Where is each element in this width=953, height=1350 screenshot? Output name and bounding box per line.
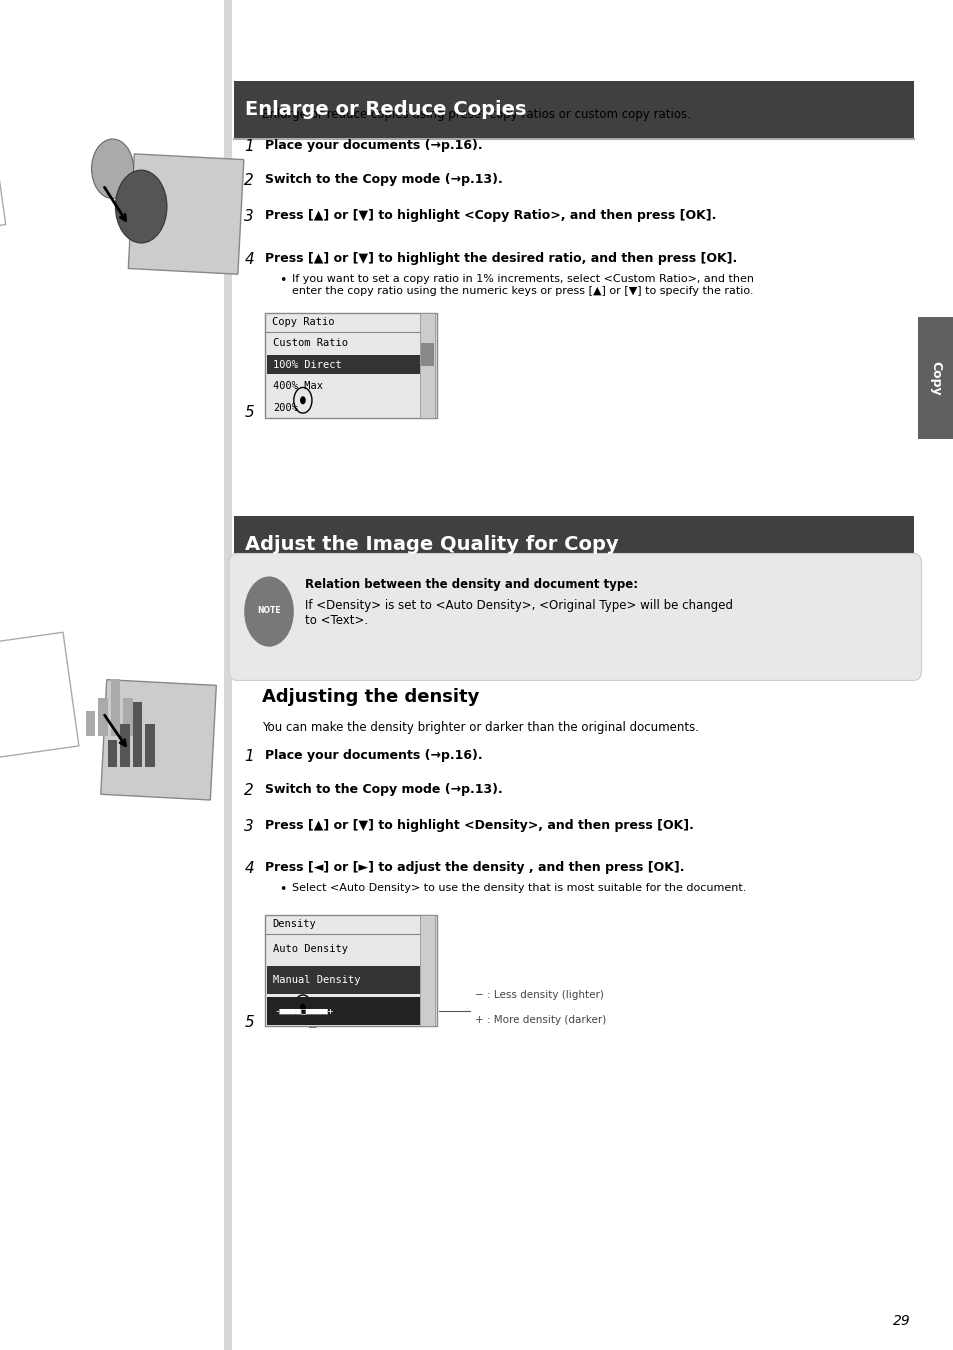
Text: Copy: Copy bbox=[928, 360, 942, 396]
Text: Place your documents (→p.16).: Place your documents (→p.16). bbox=[265, 139, 482, 153]
Text: •: • bbox=[279, 883, 287, 896]
Text: 3: 3 bbox=[244, 209, 253, 224]
FancyBboxPatch shape bbox=[267, 996, 419, 1025]
FancyBboxPatch shape bbox=[265, 915, 436, 1026]
Text: ] (Start).: ] (Start). bbox=[312, 1015, 374, 1029]
FancyBboxPatch shape bbox=[120, 724, 130, 767]
FancyBboxPatch shape bbox=[145, 724, 154, 767]
Text: Switch to the Copy mode (→p.13).: Switch to the Copy mode (→p.13). bbox=[265, 783, 502, 796]
FancyBboxPatch shape bbox=[233, 81, 913, 138]
Text: Auto Density: Auto Density bbox=[273, 945, 348, 954]
Text: NOTE: NOTE bbox=[257, 606, 280, 614]
FancyBboxPatch shape bbox=[98, 698, 108, 736]
FancyBboxPatch shape bbox=[128, 154, 244, 274]
Text: Copy Ratio: Copy Ratio bbox=[272, 317, 335, 327]
Text: Relation between the density and document type:: Relation between the density and documen… bbox=[305, 578, 638, 591]
FancyBboxPatch shape bbox=[0, 632, 79, 761]
Text: 3: 3 bbox=[244, 819, 253, 834]
FancyBboxPatch shape bbox=[108, 740, 117, 767]
Text: − : Less density (lighter): − : Less density (lighter) bbox=[475, 990, 603, 999]
FancyBboxPatch shape bbox=[419, 313, 435, 418]
Text: 5: 5 bbox=[244, 405, 253, 420]
Text: Press [▲] or [▼] to highlight <Copy Ratio>, and then press [OK].: Press [▲] or [▼] to highlight <Copy Rati… bbox=[265, 209, 716, 223]
Text: 2: 2 bbox=[244, 783, 253, 798]
Text: Enlarge or reduce copies using preset copy ratios or custom copy ratios.: Enlarge or reduce copies using preset co… bbox=[262, 108, 691, 122]
FancyBboxPatch shape bbox=[101, 679, 216, 801]
Text: Adjusting the density: Adjusting the density bbox=[262, 688, 479, 706]
Text: Press [: Press [ bbox=[265, 405, 314, 418]
FancyBboxPatch shape bbox=[419, 915, 435, 1026]
Text: Select <Auto Density> to use the density that is most suitable for the document.: Select <Auto Density> to use the density… bbox=[292, 883, 745, 892]
FancyBboxPatch shape bbox=[267, 967, 419, 994]
Text: 100% Direct: 100% Direct bbox=[273, 359, 341, 370]
Circle shape bbox=[244, 576, 294, 647]
FancyArrowPatch shape bbox=[255, 630, 262, 639]
Text: Enlarge or Reduce Copies: Enlarge or Reduce Copies bbox=[245, 100, 526, 119]
FancyBboxPatch shape bbox=[233, 516, 913, 572]
Text: 1: 1 bbox=[244, 749, 253, 764]
Text: Density: Density bbox=[272, 919, 315, 929]
FancyBboxPatch shape bbox=[123, 698, 132, 736]
FancyBboxPatch shape bbox=[917, 317, 953, 439]
Text: 400% Max: 400% Max bbox=[273, 381, 322, 392]
FancyBboxPatch shape bbox=[86, 711, 95, 736]
Text: •: • bbox=[279, 274, 287, 288]
Text: 4: 4 bbox=[244, 861, 253, 876]
Text: 1: 1 bbox=[244, 139, 253, 154]
Text: 29: 29 bbox=[892, 1315, 910, 1328]
Text: -■■■■□■■■■+: -■■■■□■■■■+ bbox=[274, 1006, 334, 1015]
FancyBboxPatch shape bbox=[132, 702, 142, 767]
Text: Switch to the Copy mode (→p.13).: Switch to the Copy mode (→p.13). bbox=[265, 173, 502, 186]
Text: 5: 5 bbox=[244, 1015, 253, 1030]
Text: Place your documents (→p.16).: Place your documents (→p.16). bbox=[265, 749, 482, 763]
Text: Custom Ratio: Custom Ratio bbox=[273, 338, 348, 348]
FancyBboxPatch shape bbox=[265, 313, 436, 418]
Text: If <Density> is set to <Auto Density>, <Original Type> will be changed
to <Text>: If <Density> is set to <Auto Density>, <… bbox=[305, 599, 733, 628]
Text: Press [▲] or [▼] to highlight <Density>, and then press [OK].: Press [▲] or [▼] to highlight <Density>,… bbox=[265, 819, 694, 833]
Text: If you want to set a copy ratio in 1% increments, select <Custom Ratio>, and the: If you want to set a copy ratio in 1% in… bbox=[292, 274, 753, 296]
Text: Manual Density: Manual Density bbox=[273, 975, 360, 985]
FancyBboxPatch shape bbox=[229, 554, 921, 680]
Circle shape bbox=[299, 397, 305, 405]
FancyBboxPatch shape bbox=[224, 0, 232, 1350]
Text: Adjust the Image Quality for Copy: Adjust the Image Quality for Copy bbox=[245, 535, 618, 554]
FancyBboxPatch shape bbox=[111, 679, 120, 736]
Circle shape bbox=[91, 139, 133, 198]
Text: Press [: Press [ bbox=[265, 1015, 314, 1029]
Circle shape bbox=[115, 170, 167, 243]
FancyBboxPatch shape bbox=[0, 111, 6, 240]
FancyBboxPatch shape bbox=[267, 355, 419, 374]
Text: You can make the density brighter or darker than the original documents.: You can make the density brighter or dar… bbox=[262, 721, 699, 734]
FancyBboxPatch shape bbox=[420, 343, 434, 366]
Text: Press [▲] or [▼] to highlight the desired ratio, and then press [OK].: Press [▲] or [▼] to highlight the desire… bbox=[265, 252, 737, 266]
Text: Press [◄] or [►] to adjust the density , and then press [OK].: Press [◄] or [►] to adjust the density ,… bbox=[265, 861, 684, 875]
Circle shape bbox=[299, 1004, 305, 1012]
Text: 4: 4 bbox=[244, 252, 253, 267]
Text: 2: 2 bbox=[244, 173, 253, 188]
Text: ] (Start).: ] (Start). bbox=[312, 405, 374, 418]
Text: + : More density (darker): + : More density (darker) bbox=[475, 1015, 606, 1025]
Text: 200%: 200% bbox=[273, 402, 297, 413]
